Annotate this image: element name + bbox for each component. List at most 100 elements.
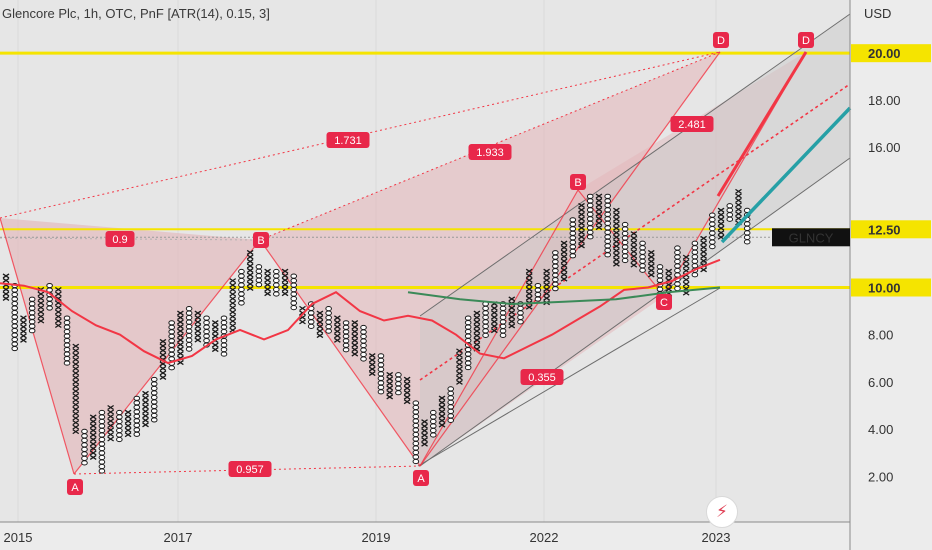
pnf-x-mark [700,253,707,259]
time-tick-label: 2019 [362,530,391,545]
pnf-x-mark [630,240,638,246]
pnf-x-mark [421,441,428,447]
pnf-x-mark [229,309,237,315]
pnf-x-mark [316,310,324,316]
pnf-o-mark [639,245,646,251]
pnf-o-mark [552,263,559,269]
price-tick-label: 10.00 [868,281,901,296]
pnf-x-mark [54,313,62,320]
pnf-x-mark [2,273,10,279]
pnf-x-mark [72,384,80,390]
pnf-x-mark [177,310,184,316]
pnf-o-mark [185,319,193,325]
pnf-x-mark [543,282,551,288]
pnf-o-mark [307,314,315,321]
pnf-o-mark [203,319,210,326]
pnf-x-mark [264,277,271,283]
pnf-o-mark [377,357,385,363]
pnf-o-mark [133,400,141,406]
pnf-x-mark [89,445,97,451]
pnf-o-mark [150,381,158,387]
pnf-x-column [525,268,533,310]
pnf-x-mark [246,254,254,260]
pnf-x-mark [177,324,184,330]
pnf-x-mark [525,286,533,292]
pnf-x-mark [630,262,638,268]
pnf-o-mark [307,310,315,316]
pnf-o-mark [639,258,646,264]
pnf-x-column [72,343,80,435]
pnf-o-mark [168,324,175,330]
pnf-o-mark [726,207,734,213]
pnf-o-mark [360,356,367,362]
pnf-o-column [46,282,53,311]
pnf-x-mark [299,319,306,325]
pnf-o-mark [150,412,158,419]
pnf-o-mark [150,403,158,410]
pnf-o-mark [133,409,141,415]
pnf-x-mark [72,361,80,367]
pnf-x-mark [682,254,690,260]
pnf-o-mark [220,342,228,348]
pnf-o-mark [63,324,71,330]
pnf-x-mark [89,427,97,433]
pnf-o-mark [569,230,577,236]
pnf-x-mark [647,272,655,278]
pnf-x-mark [333,333,341,339]
pnf-x-mark [351,337,359,344]
pnf-x-mark [595,225,603,231]
pnf-o-mark [28,310,36,316]
pnf-o-mark [290,305,298,311]
pnf-o-column [464,315,472,371]
pnf-o-mark [185,342,193,348]
pnf-o-mark [412,454,420,460]
pnf-o-mark [412,449,420,456]
pnf-x-mark [525,295,533,301]
pnf-o-mark [464,328,472,335]
lightning-icon[interactable]: ⚡ [706,496,738,528]
pnf-o-mark [534,291,542,298]
pnf-o-mark [517,305,524,312]
pnf-o-mark [656,277,664,283]
pnf-o-column [238,268,245,306]
pnf-x-mark [72,429,80,435]
pnf-x-column [20,315,27,343]
pnf-x-mark [403,385,411,391]
pnf-x-mark [595,207,603,213]
pnf-x-mark [717,230,725,236]
pnf-x-mark [560,267,568,273]
pnf-o-mark [709,230,716,236]
pnf-o-mark [621,226,629,232]
pnf-o-mark [412,413,420,420]
pnf-o-mark [482,332,489,339]
pnf-o-mark [639,267,646,273]
pnf-x-mark [456,375,463,381]
pnf-x-mark [159,352,167,358]
pnf-o-column [185,306,193,352]
pnf-x-mark [246,285,254,291]
pnf-o-column [726,203,734,222]
pnf-x-mark [281,291,289,297]
pnf-x-mark [2,286,10,292]
pnf-o-mark [238,295,245,302]
pnf-x-mark [72,388,80,394]
pnf-x-mark [613,257,620,263]
pnf-x-mark [89,418,97,424]
pnf-o-mark [255,273,263,279]
pnf-x-mark [107,418,115,424]
pnf-x-mark [159,343,167,349]
pnf-x-mark [333,319,341,325]
pnf-o-mark [255,264,263,270]
pnf-x-mark [630,249,638,255]
pnf-x-mark [490,314,498,320]
pnf-x-mark [246,281,254,287]
pnf-o-mark [569,217,577,223]
pnf-x-mark [229,305,237,311]
pnf-o-mark [11,341,19,347]
pnf-x-mark [211,346,219,353]
pnf-o-mark [604,198,611,204]
pnf-x-mark [595,216,603,222]
pnf-x-mark [560,249,568,255]
